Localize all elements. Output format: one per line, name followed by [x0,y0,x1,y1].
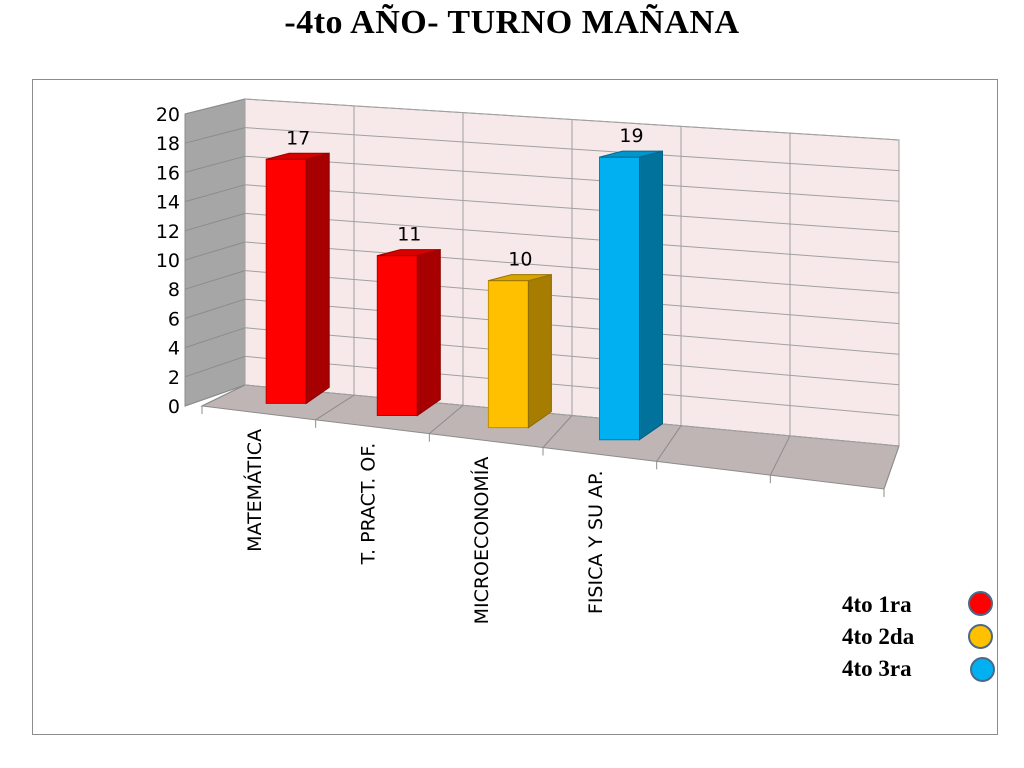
y-tick-label-12: 12 [156,221,180,243]
side-gridline-6 [184,298,246,319]
bar-3-front [599,156,640,441]
bar-3-side [639,150,663,441]
legend-label-4to-2da: 4to 2da [842,624,915,649]
y-tick-label-16: 16 [156,162,180,184]
bar-1-top [377,249,441,257]
chart-title: -4to AÑO- TURNO MAÑANA [284,4,740,41]
legend-label-4to-1ra: 4to 1ra [842,592,912,617]
data-label-1: 11 [397,224,421,246]
bar-2-top [488,274,552,282]
legend-swatch-4to-1ra [968,591,993,616]
floor-divider-6 [883,445,900,490]
floor-divider-2 [429,404,464,435]
y-tick-label-4: 4 [168,338,180,360]
side-gridline-16 [184,155,246,173]
y-tick-label-18: 18 [156,133,180,155]
side-gridline-18 [184,127,246,144]
floor-divider-0 [201,384,246,407]
floor-divider-3 [542,415,573,448]
side-gridline-12 [184,212,246,232]
category-label-0: MATEMÁTICA [243,429,266,552]
y-tick-label-14: 14 [156,192,180,214]
floor-divider-4 [656,425,682,462]
y-tick-label-6: 6 [168,308,180,330]
legend-label-4to-3ra: 4to 3ra [842,656,912,681]
bar-0-front [265,158,307,404]
data-label-2: 10 [508,249,532,271]
bar-0-top [266,152,330,160]
category-label-2: MICROECONOMÍA [470,457,493,625]
bar-0-side [305,152,330,405]
bar-1-front [376,255,418,417]
floor-divider-1 [315,394,355,421]
bar-2-front [487,280,529,429]
side-gridline-2 [184,355,246,378]
bar-3-top [599,150,663,158]
y-tick-label-20: 20 [156,104,180,126]
category-label-3: FISICA Y SU AP. [585,470,607,614]
data-label-3: 19 [619,125,643,147]
data-label-0: 17 [286,127,310,149]
floor-divider-5 [769,435,791,476]
side-gridline-10 [184,241,246,261]
y-tick-label-10: 10 [156,250,180,272]
bar-2-side [527,273,552,429]
side-gridline-20 [184,98,246,115]
bar-1-side [416,249,441,417]
y-tick-label-0: 0 [168,396,180,418]
y-tick-label-8: 8 [168,279,180,301]
chart-area [32,79,998,735]
category-label-1: T. PRACT. OF. [358,443,380,566]
legend-swatch-4to-2da [968,624,993,649]
side-gridline-8 [184,270,246,290]
y-tick-label-2: 2 [168,367,180,389]
side-gridline-14 [184,184,246,203]
side-gridline-0 [184,384,246,407]
side-gridline-4 [184,327,246,349]
legend-swatch-4to-3ra [970,657,995,682]
